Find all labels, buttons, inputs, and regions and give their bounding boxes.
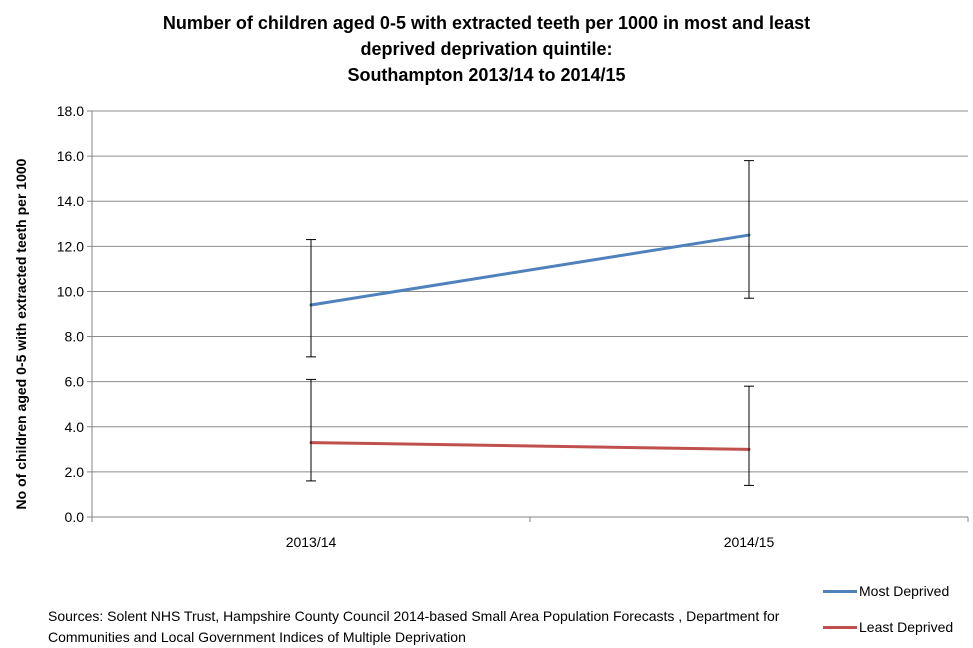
y-tick-label: 16.0 — [57, 148, 84, 164]
legend-swatch-most-deprived — [823, 589, 857, 593]
axes — [87, 110, 969, 522]
series-line-least-deprived — [309, 441, 751, 451]
legend-item-most-deprived: Most Deprived — [823, 582, 949, 600]
y-tick-label: 12.0 — [57, 238, 84, 254]
legend-label-most-deprived: Most Deprived — [859, 583, 950, 599]
y-tick-label: 14.0 — [57, 193, 84, 209]
y-tick-label: 4.0 — [65, 419, 85, 435]
y-tick-label: 8.0 — [65, 329, 85, 345]
y-tick-label: 18.0 — [57, 103, 84, 119]
x-tick-label: 2013/14 — [286, 534, 337, 550]
series-line-most-deprived — [309, 233, 751, 307]
series-group — [309, 233, 751, 451]
legend-label-least-deprived: Least Deprived — [859, 619, 954, 635]
error-bars — [306, 160, 754, 486]
line-chart: 0.0 2.0 4.0 6.0 8.0 10.0 12.0 14.0 16.0 18.0 2013/… — [13, 103, 969, 550]
chart-title-line-2: deprived deprivation quintile: — [360, 39, 613, 59]
y-axis-label: No of children aged 0-5 with extracted t… — [13, 158, 29, 509]
y-tick-label: 10.0 — [57, 283, 84, 299]
gridlines — [92, 110, 968, 473]
chart-title-line-3: Southampton 2013/14 to 2014/15 — [347, 65, 626, 85]
legend-swatch-least-deprived — [823, 625, 857, 629]
chart-title: Number of children aged 0-5 with extract… — [0, 10, 973, 88]
chart-title-line-1: Number of children aged 0-5 with extract… — [162, 13, 811, 33]
sources-note: Sources: Solent NHS Trust, Hampshire Cou… — [48, 608, 780, 645]
y-tick-label: 0.0 — [65, 509, 85, 525]
legend-item-least-deprived: Least Deprived — [823, 618, 953, 636]
tick-labels: 0.0 2.0 4.0 6.0 8.0 10.0 12.0 14.0 16.0 18.0 2013/… — [57, 103, 775, 550]
x-tick-label: 2014/15 — [724, 534, 775, 550]
y-tick-label: 6.0 — [65, 374, 85, 390]
y-tick-label: 2.0 — [65, 464, 85, 480]
